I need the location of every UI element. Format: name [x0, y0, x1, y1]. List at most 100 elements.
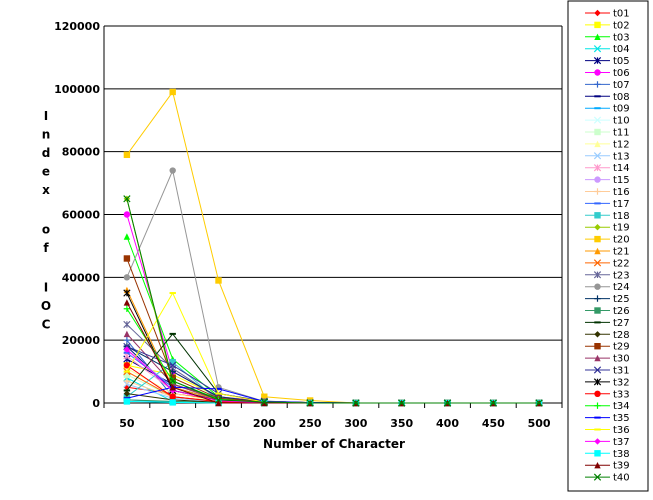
data-point-marker — [123, 233, 131, 240]
data-point-marker — [169, 167, 176, 174]
data-point-marker — [214, 396, 223, 404]
legend-item: t12 — [585, 139, 630, 150]
legend-label: t27 — [613, 318, 630, 329]
data-point-marker — [123, 362, 131, 369]
data-point-marker — [443, 399, 452, 407]
data-point-marker — [489, 399, 497, 407]
legend-label: t20 — [613, 235, 630, 246]
data-point-marker — [169, 384, 176, 391]
data-point-marker — [123, 346, 131, 353]
data-point-marker — [594, 462, 601, 469]
legend-item: t28 — [585, 330, 630, 341]
y-tick-label: 100000 — [54, 83, 100, 96]
legend-item: t27 — [585, 318, 630, 329]
data-point-marker — [123, 255, 131, 262]
legend-item: t24 — [585, 282, 630, 293]
legend-box — [567, 0, 649, 492]
legend-label: t36 — [613, 425, 630, 436]
legend-label: t38 — [613, 449, 630, 460]
legend-item: t26 — [585, 306, 630, 317]
data-point-marker — [594, 402, 601, 409]
y-axis-title-letter: n — [42, 128, 51, 142]
data-point-marker — [260, 398, 268, 406]
legend-item: t21 — [585, 247, 630, 258]
legend-item: t34 — [585, 401, 630, 412]
series-t19 — [123, 195, 543, 407]
y-axis-title-letter: f — [43, 241, 49, 255]
data-point-marker — [215, 277, 222, 284]
x-tick-label: 50 — [119, 417, 135, 430]
y-tick-labels: 0 20000 40000 60000 80000 100000 120000 — [54, 20, 100, 410]
data-point-marker — [123, 299, 131, 306]
data-point-marker — [169, 358, 176, 366]
data-point-marker — [123, 151, 131, 159]
series-t29 — [123, 255, 543, 407]
legend-item: t19 — [585, 223, 630, 234]
legend-item: t20 — [585, 235, 630, 246]
series-t39 — [123, 299, 543, 407]
series-t40 — [123, 195, 543, 407]
data-point-marker — [261, 393, 268, 400]
legend-label: t31 — [613, 366, 630, 377]
legend-label: t14 — [613, 163, 630, 174]
data-point-marker — [123, 330, 131, 338]
legend-label: t15 — [613, 175, 630, 186]
series-t20 — [123, 88, 543, 407]
legend-label: t25 — [613, 294, 630, 305]
data-point-marker — [594, 295, 601, 302]
series-t27 — [123, 332, 543, 404]
series-t12 — [123, 365, 543, 407]
x-axis-title: Number of Character — [263, 437, 405, 451]
legend-label: t09 — [613, 104, 630, 115]
legend-item: t02 — [585, 20, 630, 31]
series-t15 — [123, 346, 543, 407]
data-point-marker — [594, 354, 601, 362]
legend-item: t10 — [585, 116, 630, 127]
legend-item: t32 — [585, 377, 630, 388]
y-axis-title-letter: O — [41, 299, 51, 313]
legend-item: t39 — [585, 461, 630, 472]
data-point-marker — [593, 152, 602, 160]
legend-item: t25 — [585, 294, 630, 305]
series-t30 — [123, 330, 543, 407]
data-point-marker — [593, 56, 602, 65]
legend-item: t33 — [585, 389, 630, 400]
y-axis-title-letter: I — [44, 109, 48, 123]
data-point-marker — [352, 399, 360, 407]
y-tick-label: 0 — [92, 397, 100, 410]
data-point-marker — [594, 69, 601, 76]
series-line — [126, 198, 540, 404]
series-line — [126, 368, 540, 404]
legend-label: t23 — [613, 270, 630, 281]
legend-item: t30 — [585, 354, 630, 365]
x-tick-label: 450 — [482, 417, 505, 430]
legend-label: t12 — [613, 139, 630, 150]
legend-label: t34 — [613, 401, 630, 412]
x-tick-label: 350 — [390, 417, 413, 430]
data-point-marker — [594, 331, 601, 338]
legend-item: t40 — [585, 473, 630, 484]
x-tick-label: 250 — [299, 417, 322, 430]
legend-label: t24 — [613, 282, 630, 293]
data-point-marker — [594, 235, 601, 243]
legend-label: t05 — [613, 56, 630, 67]
legend-item: t35 — [585, 413, 630, 424]
series-line — [126, 258, 540, 404]
data-point-marker — [593, 164, 602, 172]
grid-layer — [104, 25, 562, 341]
data-point-marker — [593, 45, 602, 53]
legend-label: t16 — [613, 187, 630, 198]
legend-label: t13 — [613, 151, 630, 162]
data-point-marker — [169, 361, 177, 369]
data-point-marker — [594, 176, 601, 183]
series-line — [126, 292, 540, 404]
y-axis-title-letter: I — [44, 281, 48, 295]
data-point-marker — [593, 366, 602, 374]
data-point-marker — [594, 247, 601, 255]
legend-label: t21 — [613, 247, 630, 258]
series-t37 — [123, 346, 543, 407]
series-t08 — [123, 345, 543, 404]
data-point-marker — [123, 377, 131, 385]
y-axis-title-letter: e — [42, 165, 50, 179]
